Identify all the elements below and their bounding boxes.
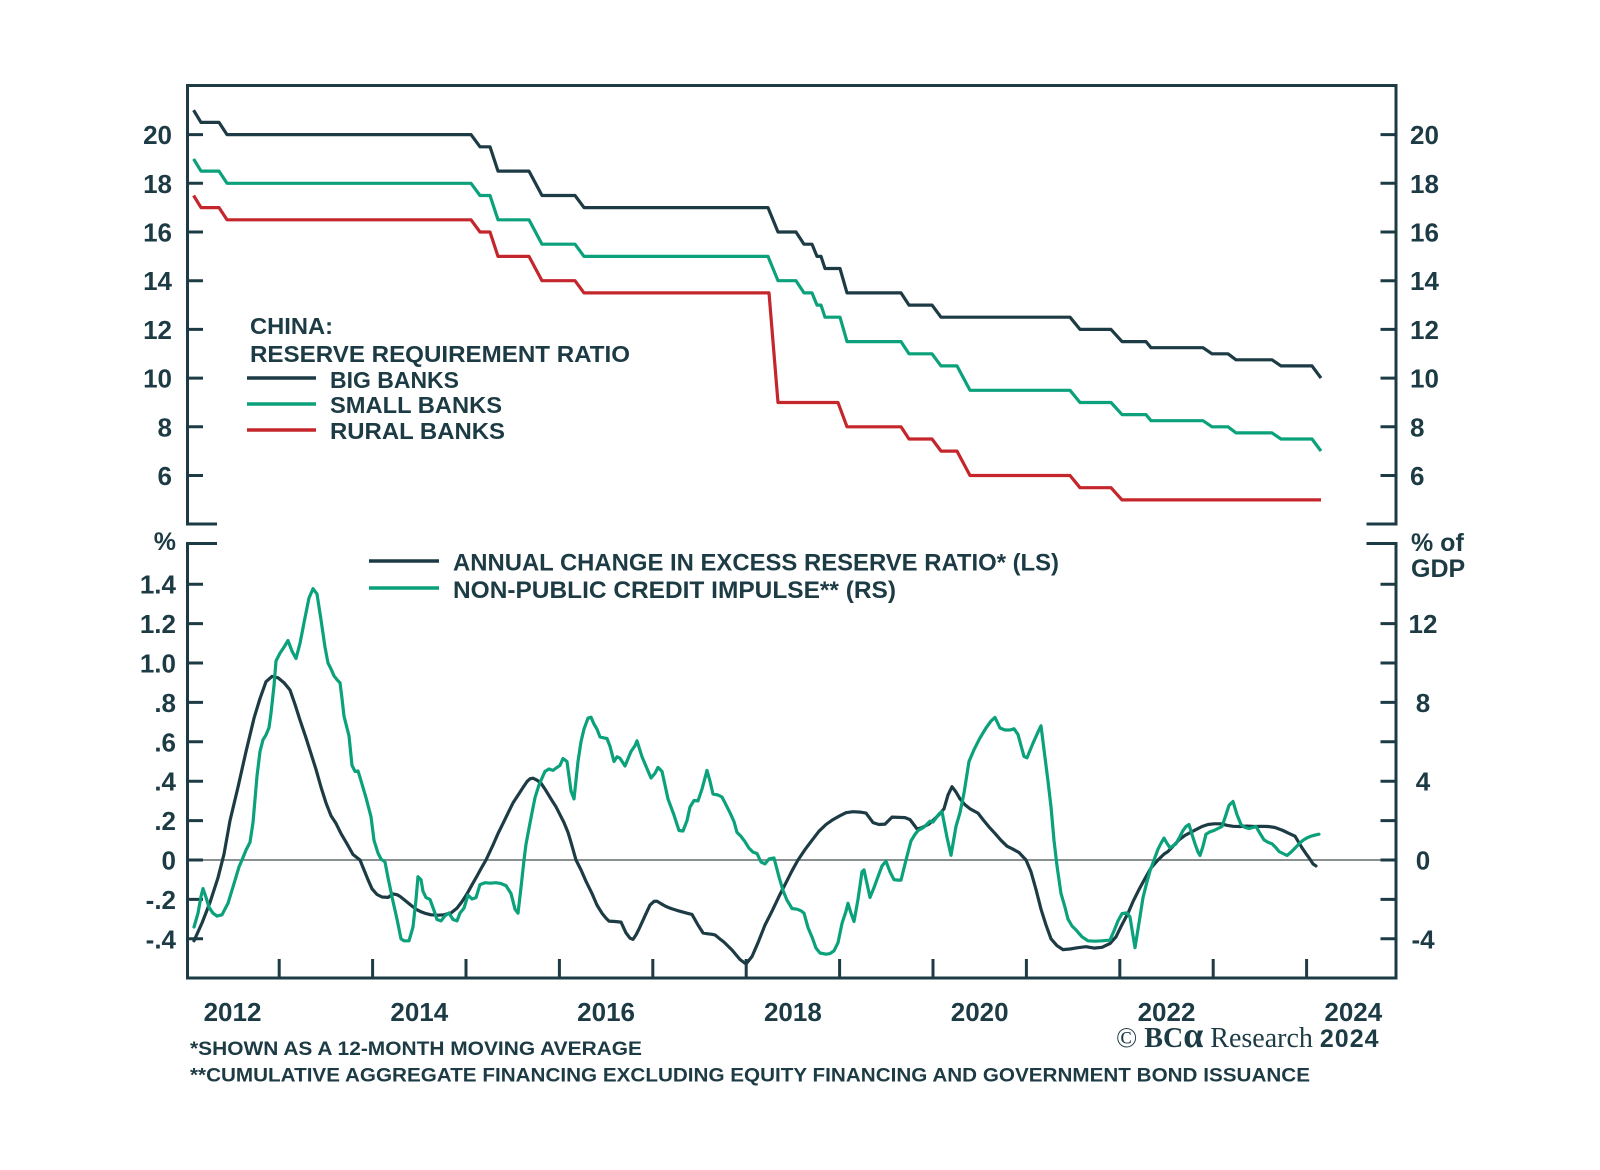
svg-text:2012: 2012 bbox=[204, 997, 262, 1027]
svg-text:6: 6 bbox=[1410, 461, 1424, 491]
svg-text:-4: -4 bbox=[1411, 924, 1435, 954]
svg-text:RESERVE REQUIREMENT RATIO: RESERVE REQUIREMENT RATIO bbox=[250, 341, 630, 367]
svg-text:2020: 2020 bbox=[951, 997, 1009, 1027]
svg-text:*SHOWN AS A 12-MONTH MOVING AV: *SHOWN AS A 12-MONTH MOVING AVERAGE bbox=[190, 1038, 642, 1060]
svg-text:14: 14 bbox=[143, 266, 172, 296]
svg-text:-.4: -.4 bbox=[146, 924, 177, 954]
svg-text:14: 14 bbox=[1410, 266, 1439, 296]
svg-text:0: 0 bbox=[1416, 846, 1430, 876]
svg-text:12: 12 bbox=[143, 315, 172, 345]
svg-text:% of: % of bbox=[1411, 529, 1464, 557]
svg-text:CHINA:: CHINA: bbox=[250, 313, 333, 339]
svg-text:1.4: 1.4 bbox=[140, 570, 177, 600]
svg-text:GDP: GDP bbox=[1411, 555, 1465, 583]
svg-text:18: 18 bbox=[1410, 169, 1439, 199]
svg-text:2014: 2014 bbox=[390, 997, 448, 1027]
svg-text:.8: .8 bbox=[154, 688, 176, 718]
svg-text:ANNUAL CHANGE IN EXCESS RESERV: ANNUAL CHANGE IN EXCESS RESERVE RATIO* (… bbox=[453, 550, 1059, 577]
svg-text:8: 8 bbox=[158, 412, 172, 442]
svg-text:12: 12 bbox=[1410, 315, 1439, 345]
svg-text:6: 6 bbox=[158, 461, 172, 491]
svg-text:2016: 2016 bbox=[577, 997, 635, 1027]
svg-text:1.2: 1.2 bbox=[140, 609, 176, 639]
svg-text:BIG BANKS: BIG BANKS bbox=[330, 367, 459, 393]
svg-text:NON-PUBLIC CREDIT IMPULSE** (R: NON-PUBLIC CREDIT IMPULSE** (RS) bbox=[453, 577, 896, 604]
svg-text:-.2: -.2 bbox=[146, 885, 176, 915]
svg-text:.6: .6 bbox=[154, 727, 176, 757]
svg-text:2018: 2018 bbox=[764, 997, 822, 1027]
svg-text:1.0: 1.0 bbox=[140, 649, 176, 679]
svg-text:.2: .2 bbox=[154, 806, 176, 836]
svg-text:16: 16 bbox=[143, 218, 172, 248]
svg-text:10: 10 bbox=[1410, 364, 1439, 394]
svg-text:SMALL BANKS: SMALL BANKS bbox=[330, 392, 502, 418]
svg-text:4: 4 bbox=[1416, 767, 1431, 797]
svg-text:.4: .4 bbox=[154, 767, 176, 797]
svg-text:2022: 2022 bbox=[1138, 997, 1196, 1027]
svg-text:8: 8 bbox=[1410, 412, 1424, 442]
svg-text:20: 20 bbox=[1410, 120, 1439, 150]
svg-text:8: 8 bbox=[1416, 688, 1430, 718]
svg-text:20: 20 bbox=[143, 120, 172, 150]
svg-text:**CUMULATIVE AGGREGATE FINANCI: **CUMULATIVE AGGREGATE FINANCING EXCLUDI… bbox=[190, 1065, 1310, 1087]
svg-text:0: 0 bbox=[162, 846, 176, 876]
svg-text:RURAL BANKS: RURAL BANKS bbox=[330, 418, 505, 444]
svg-text:%: % bbox=[154, 528, 176, 556]
svg-text:12: 12 bbox=[1409, 609, 1438, 639]
svg-text:16: 16 bbox=[1410, 218, 1439, 248]
svg-text:10: 10 bbox=[143, 364, 172, 394]
svg-text:18: 18 bbox=[143, 169, 172, 199]
svg-text:2024: 2024 bbox=[1324, 997, 1382, 1027]
